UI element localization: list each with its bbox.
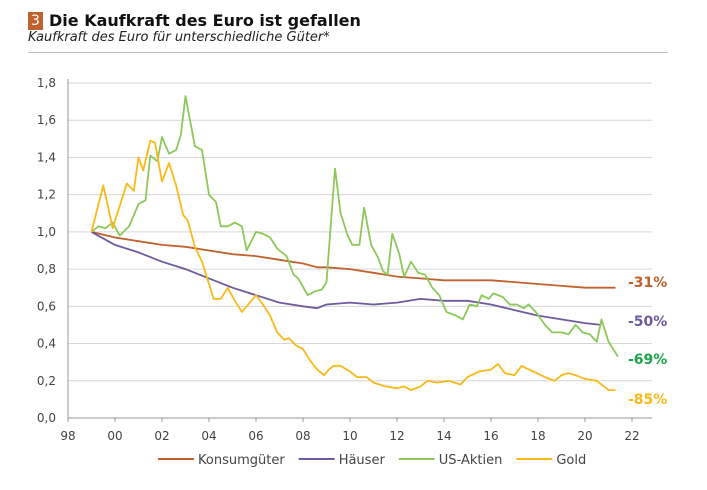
y-tick-label: 0,2 [37,374,56,388]
legend-item: Konsumgüter [158,453,285,468]
series-line-us-aktien [90,95,619,358]
chart-header: 3 Die Kaufkraft des Euro ist gefallen [28,10,361,30]
y-tick-label: 0,4 [37,337,56,351]
x-tick-label: 04 [201,429,216,443]
legend-item: US-Aktien [398,453,503,468]
figure-number-badge: 3 [28,11,43,30]
legend-label: Gold [556,453,586,468]
end-label-us-aktien: -69% [628,352,667,368]
end-label-konsumgüter: -31% [628,275,667,291]
x-tick-label: 22 [624,429,639,443]
end-label-gold: -85% [628,392,667,408]
x-tick-label: 02 [154,429,169,443]
chart-title: Die Kaufkraft des Euro ist gefallen [49,11,361,30]
x-tick-label: 98 [60,429,75,443]
series-line-gold [90,139,616,392]
y-tick-label: 0,0 [37,411,56,425]
y-tick-label: 1,8 [37,76,56,90]
x-tick-label: 06 [248,429,263,443]
x-tick-label: 10 [342,429,357,443]
series-line-konsumgüter [91,231,616,289]
y-tick-label: 1,2 [37,188,56,202]
x-tick-label: 00 [107,429,122,443]
end-label-häuser: -50% [628,314,667,330]
x-tick-label: 20 [577,429,592,443]
x-tick-label: 16 [483,429,498,443]
legend-label: Konsumgüter [198,453,285,468]
legend-item: Häuser [298,453,386,468]
y-tick-label: 0,6 [37,299,56,313]
legend-item: Gold [516,453,586,468]
y-tick-label: 1,6 [37,113,56,127]
series-line-häuser [91,231,602,326]
header-divider [28,52,668,53]
y-tick-label: 1,4 [37,150,56,164]
x-tick-label: 18 [530,429,545,443]
legend-label: US-Aktien [439,453,503,468]
x-tick-label: 08 [295,429,310,443]
x-tick-label: 12 [389,429,404,443]
chart-subtitle: Kaufkraft des Euro für unterschiedliche … [28,30,330,45]
y-tick-label: 0,8 [37,262,56,276]
y-tick-label: 1,0 [37,225,56,239]
x-tick-label: 14 [436,429,451,443]
legend-label: Häuser [339,453,386,468]
